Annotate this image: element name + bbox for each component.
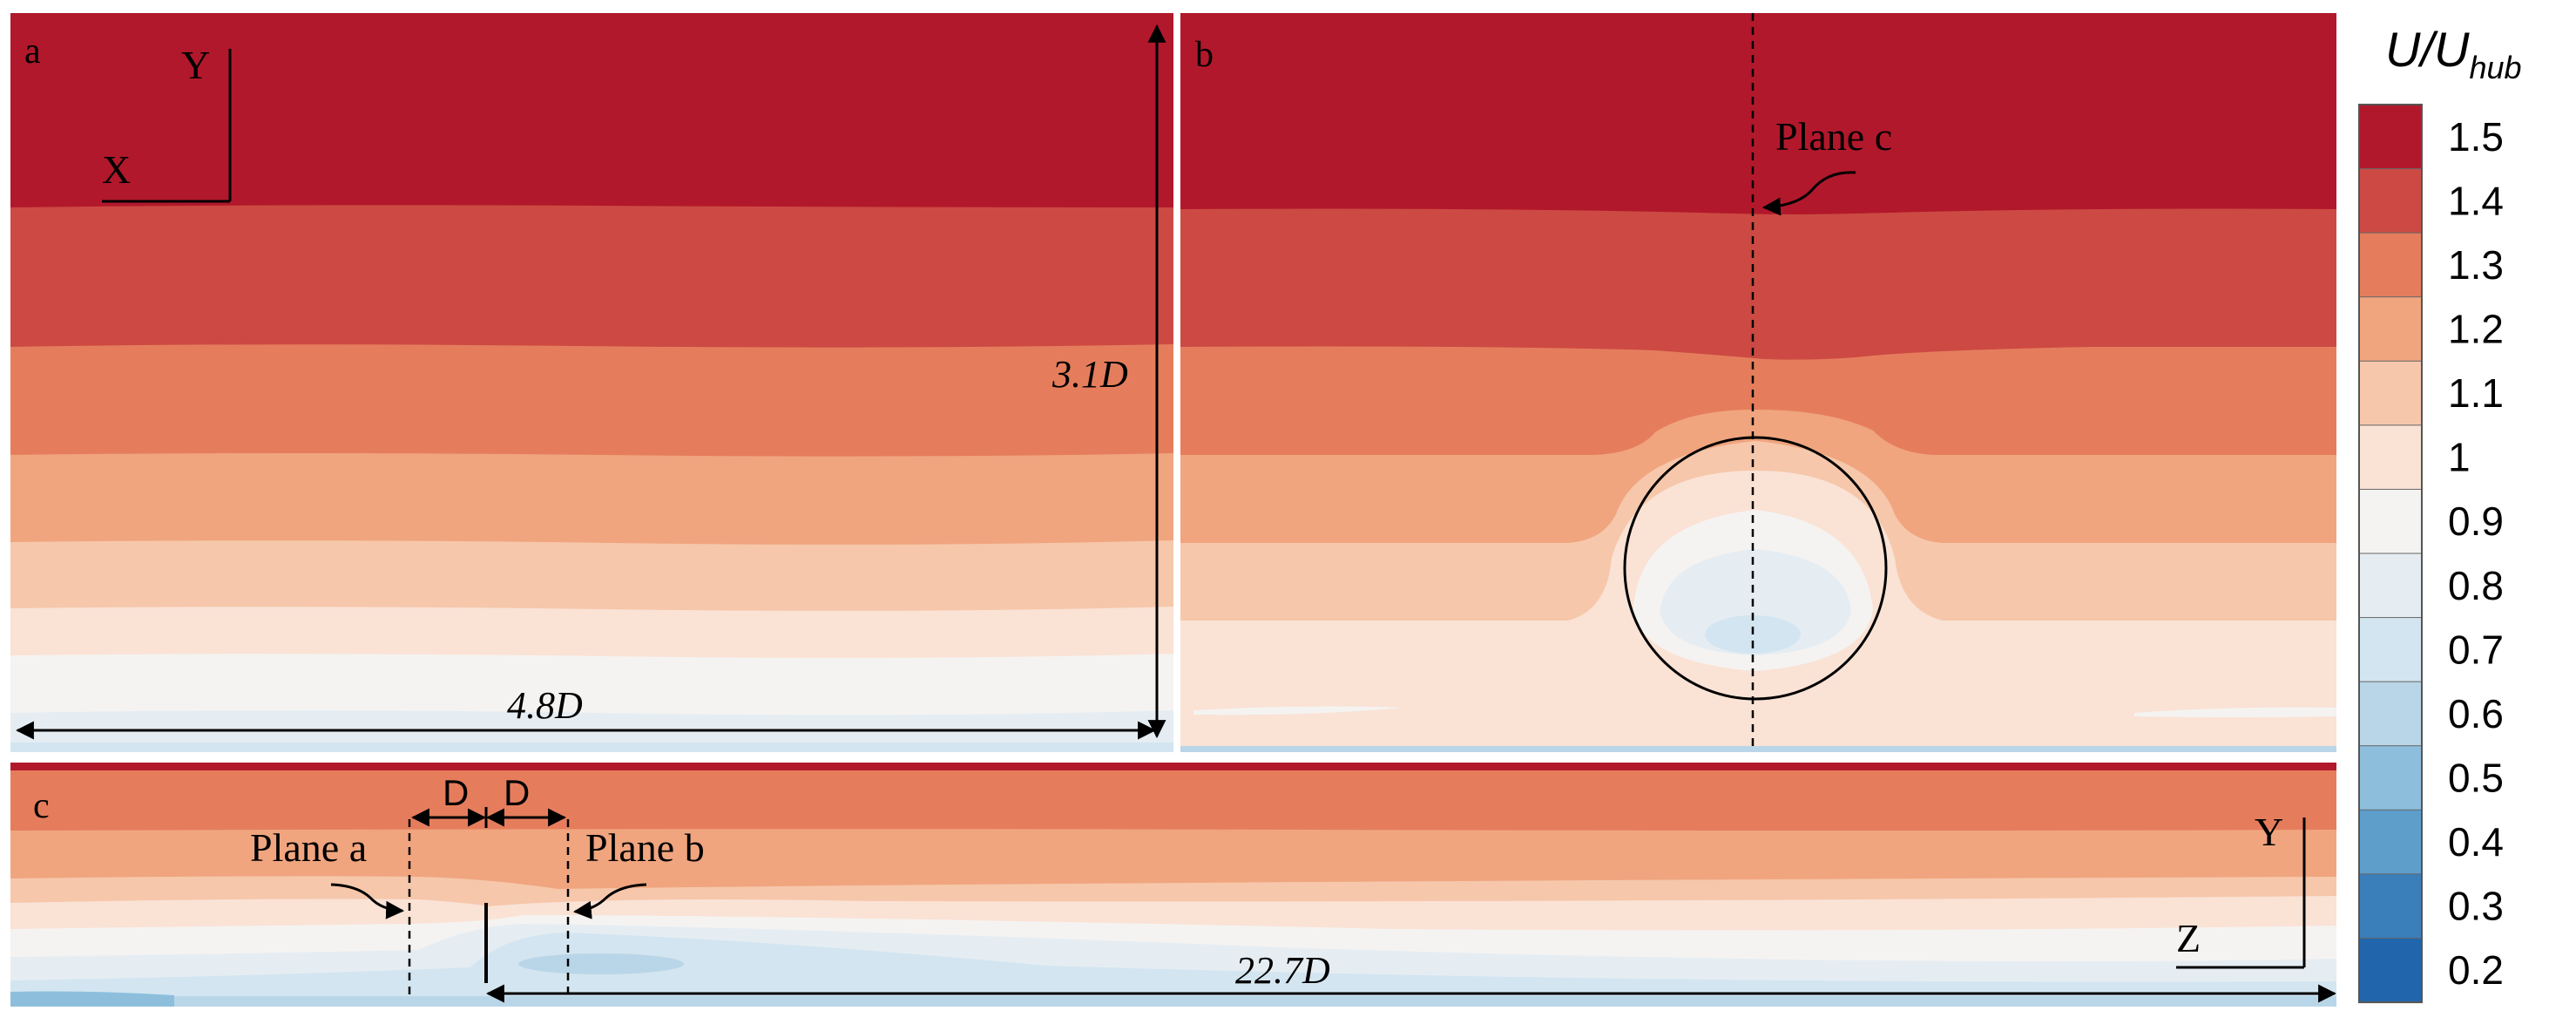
axis-indicator-a: Y X bbox=[102, 43, 232, 203]
plane-a-pointer bbox=[330, 883, 405, 919]
axis-indicator-c: Y Z bbox=[2176, 810, 2306, 969]
colorbar-tick-label: 0.4 bbox=[2448, 819, 2504, 865]
plane-b-label: Plane b bbox=[585, 825, 705, 870]
ground-band-left bbox=[10, 991, 174, 1007]
band-0-7 bbox=[10, 743, 1173, 752]
colorbar-swatch bbox=[2358, 553, 2423, 619]
colorbar-swatch bbox=[2358, 937, 2423, 1004]
colorbar-swatch bbox=[2358, 360, 2423, 426]
dimension-3-1d: 3.1D bbox=[1051, 24, 1166, 739]
colorbar-tick-label: 1.2 bbox=[2448, 307, 2504, 352]
near-ground-streak-right bbox=[2134, 707, 2336, 717]
colorbar: U/Uhub 1.5 1.4 1.3 1.2 1.1 1 0.9 0.8 0.7 0.6 0.5 0.… bbox=[2358, 22, 2522, 1004]
colorbar-swatch bbox=[2358, 488, 2423, 555]
colorbar-swatch bbox=[2358, 104, 2423, 170]
colorbar-tick-label: 1.1 bbox=[2448, 370, 2504, 416]
colorbar-swatch bbox=[2358, 232, 2423, 298]
colorbar-swatch bbox=[2358, 424, 2423, 491]
rotor-disk-outline bbox=[1623, 436, 1888, 701]
colorbar-tick-label: 0.3 bbox=[2448, 884, 2504, 929]
spacing-label-right: D bbox=[504, 772, 530, 813]
axis-a-x-label: X bbox=[102, 147, 131, 192]
colorbar-swatch bbox=[2358, 809, 2423, 875]
colorbar-swatch bbox=[2358, 873, 2423, 939]
colorbar-swatch bbox=[2358, 617, 2423, 683]
colorbar-tick-label: 0.8 bbox=[2448, 563, 2504, 608]
dimension-22-7d: 22.7D bbox=[485, 949, 2337, 1003]
panel-a bbox=[10, 13, 1173, 752]
colorbar-tick-label: 1.5 bbox=[2448, 114, 2504, 159]
dimension-4-8d-label: 4.8D bbox=[507, 684, 583, 727]
colorbar-swatch bbox=[2358, 168, 2423, 234]
colorbar-tick-label: 1.4 bbox=[2448, 178, 2504, 223]
dimension-3-1d-label: 3.1D bbox=[1051, 353, 1128, 396]
panel-b bbox=[1180, 13, 2336, 752]
colorbar-tick-label: 0.7 bbox=[2448, 627, 2504, 672]
axis-a-y-label: Y bbox=[181, 43, 210, 87]
band-0-6 bbox=[518, 953, 684, 974]
near-ground-streak bbox=[1193, 706, 1403, 716]
colorbar-tick-label: 1.3 bbox=[2448, 242, 2504, 288]
panel-c bbox=[10, 763, 2336, 1007]
panel-divider-horizontal bbox=[10, 752, 2336, 763]
panel-a-letter: a bbox=[24, 31, 41, 71]
colorbar-tick-label: 0.9 bbox=[2448, 499, 2504, 544]
panel-b-letter: b bbox=[1195, 35, 1214, 75]
colorbar-tick-label: 0.2 bbox=[2448, 947, 2504, 993]
spacing-label-left: D bbox=[443, 772, 469, 813]
band-1-5-top bbox=[10, 763, 2336, 770]
panel-c-letter: c bbox=[33, 786, 50, 826]
plane-a-label: Plane a bbox=[250, 825, 367, 870]
colorbar-tick-labels: 1.5 1.4 1.3 1.2 1.1 1 0.9 0.8 0.7 0.6 0.5 0.4 0.3 0.2 bbox=[2448, 114, 2504, 993]
colorbar-tick-label: 0.5 bbox=[2448, 756, 2504, 801]
axis-c-y-label: Y bbox=[2255, 810, 2283, 854]
colorbar-swatch bbox=[2358, 681, 2423, 747]
colorbar-tick-label: 0.6 bbox=[2448, 691, 2504, 736]
axis-c-z-label: Z bbox=[2176, 916, 2201, 960]
ground-band bbox=[1180, 746, 2336, 752]
dimension-22-7d-label: 22.7D bbox=[1235, 949, 1330, 992]
plane-c-label: Plane c bbox=[1775, 114, 1892, 159]
ground-band bbox=[10, 996, 2336, 1007]
panel-divider-vertical bbox=[1173, 13, 1180, 752]
colorbar-swatch bbox=[2358, 296, 2423, 363]
colorbar-swatch bbox=[2358, 745, 2423, 811]
colorbar-swatches bbox=[2358, 104, 2423, 1004]
colorbar-frame bbox=[2358, 104, 2423, 1003]
plane-c-pointer bbox=[1761, 171, 1856, 216]
colorbar-tick-label: 1 bbox=[2448, 435, 2471, 480]
dimension-4-8d: 4.8D bbox=[15, 684, 1157, 740]
colorbar-title: U/Uhub bbox=[2385, 22, 2522, 85]
spacing-arrows: D D bbox=[410, 772, 567, 828]
plane-b-pointer bbox=[572, 883, 647, 919]
